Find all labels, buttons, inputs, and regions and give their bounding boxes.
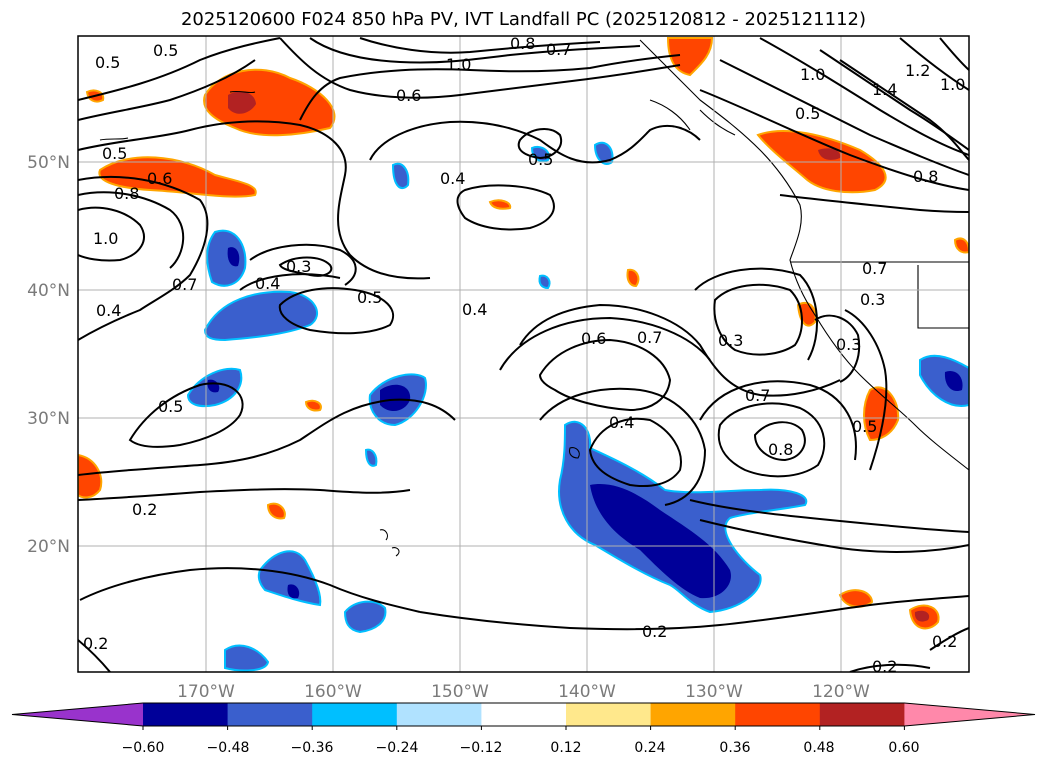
lat-label: 40°N — [27, 281, 70, 301]
colorbar-tick: 0.24 — [634, 740, 665, 756]
contour-label: 0.4 — [462, 300, 487, 319]
colorbar-tick: 0.12 — [550, 740, 581, 756]
contour-label: 0.4 — [440, 169, 465, 188]
contour-label: 0.5 — [852, 417, 877, 436]
colorbar-bin — [227, 703, 313, 726]
colorbar-bin — [566, 703, 652, 726]
colorbar-bin — [650, 703, 736, 726]
contour-label: 0.8 — [913, 167, 938, 186]
contour-label: 1.0 — [93, 229, 118, 248]
anomaly-shading — [78, 37, 969, 672]
contour-label: 0.5 — [528, 150, 553, 169]
colorbar-bin — [396, 703, 482, 726]
lon-label: 140°W — [558, 682, 616, 702]
lon-label: 130°W — [685, 682, 743, 702]
contour-label: 0.2 — [872, 657, 897, 676]
colorbar-tick: −0.24 — [376, 740, 419, 756]
contour-label: 0.4 — [96, 301, 121, 320]
lat-label: 20°N — [27, 537, 70, 557]
lon-label: 160°W — [304, 682, 362, 702]
map-title: 2025120600 F024 850 hPa PV, IVT Landfall… — [180, 9, 867, 30]
colorbar-tick: −0.12 — [460, 740, 503, 756]
contour-label: 0.5 — [153, 41, 178, 60]
colorbar-bin — [819, 703, 905, 726]
contour-label: 0.5 — [357, 288, 382, 307]
contour-label: 0.3 — [286, 257, 311, 276]
gridlines — [78, 36, 969, 672]
colorbar-extend-high — [904, 703, 1035, 726]
lon-label: 150°W — [431, 682, 489, 702]
contour-label: 0.2 — [642, 622, 667, 641]
contour-label: 0.7 — [862, 259, 887, 278]
contour-label: 0.4 — [609, 413, 634, 432]
contour-label: 1.0 — [800, 65, 825, 84]
colorbar-bin — [312, 703, 398, 726]
contour-label: 0.2 — [932, 632, 957, 651]
colorbar-tick-labels: −0.60 −0.48 −0.36 −0.24 −0.12 0.12 0.24 … — [122, 740, 920, 756]
contour-label: 0.8 — [768, 440, 793, 459]
contour-label: 0.7 — [637, 328, 662, 347]
contour-label: 0.5 — [95, 53, 120, 72]
contour-label: 0.2 — [132, 500, 157, 519]
latitude-labels: 50°N 40°N 30°N 20°N — [27, 153, 70, 557]
contour-labels: 0.5 0.5 0.8 0.7 1.0 0.6 1.0 1.4 1.2 1.0 … — [83, 34, 965, 676]
colorbar-tick: −0.36 — [291, 740, 334, 756]
contour-label: 1.2 — [905, 61, 930, 80]
colorbar-bin — [735, 703, 821, 726]
contour-label: 0.7 — [546, 40, 571, 59]
colorbar-tick: 0.36 — [719, 740, 750, 756]
colorbar — [11, 702, 1036, 730]
colorbar-extend-low — [12, 703, 143, 726]
longitude-labels: 170°W 160°W 150°W 140°W 130°W 120°W — [177, 682, 870, 702]
contour-label: 0.6 — [147, 169, 172, 188]
contour-label: 0.6 — [581, 329, 606, 348]
lat-label: 30°N — [27, 409, 70, 429]
contour-label: 0.5 — [102, 144, 127, 163]
colorbar-bin — [481, 703, 567, 726]
colorbar-bin — [143, 703, 229, 726]
contour-label: 0.5 — [795, 104, 820, 123]
contour-label: 0.5 — [158, 397, 183, 416]
contour-label: 1.4 — [872, 80, 897, 99]
contour-label: 0.4 — [255, 274, 280, 293]
contour-label: 0.3 — [860, 290, 885, 309]
lat-label: 50°N — [27, 153, 70, 173]
colorbar-tick: 0.48 — [803, 740, 834, 756]
pv-contours — [78, 37, 969, 672]
contour-label: 0.6 — [396, 86, 421, 105]
contour-label: 0.2 — [83, 634, 108, 653]
colorbar-tick: −0.48 — [207, 740, 250, 756]
contour-label: 0.8 — [114, 184, 139, 203]
contour-label: 0.7 — [745, 386, 770, 405]
colorbar-tick: 0.60 — [888, 740, 919, 756]
lon-label: 170°W — [177, 682, 235, 702]
contour-label: 0.8 — [510, 34, 535, 53]
contour-label: 0.3 — [836, 335, 861, 354]
contour-label: 0.3 — [718, 331, 743, 350]
lon-label: 120°W — [812, 682, 870, 702]
contour-label: 0.7 — [172, 275, 197, 294]
colorbar-tick: −0.60 — [122, 740, 165, 756]
coastlines — [99, 39, 969, 557]
map-frame — [77, 35, 970, 673]
contour-label: 1.0 — [940, 75, 965, 94]
contour-label: 1.0 — [446, 55, 471, 74]
